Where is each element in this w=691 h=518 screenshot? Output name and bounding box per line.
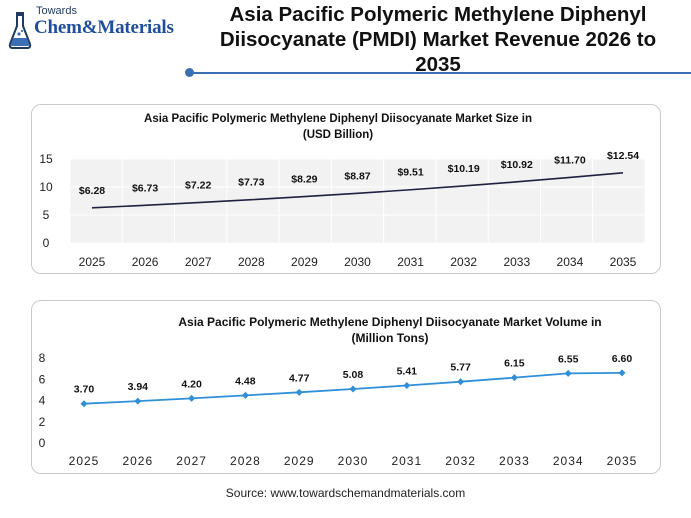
x-tick-label: 2026 xyxy=(122,454,153,468)
market-size-chart: Asia Pacific Polymeric Methylene Dipheny… xyxy=(39,113,646,269)
x-tick-label: 2027 xyxy=(185,255,212,269)
series-line xyxy=(91,171,624,209)
flask-icon xyxy=(8,12,32,49)
x-tick-label: 2033 xyxy=(503,255,530,269)
divider-dot xyxy=(185,68,194,77)
x-tick-label: 2030 xyxy=(344,255,371,269)
x-tick-label: 2027 xyxy=(176,454,207,468)
x-tick-label: 2026 xyxy=(132,255,159,269)
data-label: 6.55 xyxy=(558,353,579,365)
source-note: Source: www.towardschemandmaterials.com xyxy=(225,486,466,500)
data-point xyxy=(349,385,357,393)
chart-title-line: Asia Pacific Polymeric Methylene Dipheny… xyxy=(178,315,601,329)
y-tick-label: 0 xyxy=(43,236,50,250)
plot-background xyxy=(70,159,645,243)
y-tick-label: 5 xyxy=(43,208,50,222)
x-tick-label: 2032 xyxy=(445,454,476,468)
logo: Towards Chem&Materials xyxy=(8,4,193,56)
data-label: 4.20 xyxy=(181,378,202,390)
y-tick-label: 15 xyxy=(39,152,53,166)
data-label: $10.92 xyxy=(501,159,533,171)
data-label: $7.73 xyxy=(238,177,264,189)
x-tick-label: 2035 xyxy=(607,454,638,468)
chart-panel-market-volume: Asia Pacific Polymeric Methylene Dipheny… xyxy=(31,300,661,474)
data-label: $6.28 xyxy=(79,185,105,197)
data-label: $7.22 xyxy=(185,180,211,192)
x-tick-label: 2033 xyxy=(499,454,530,468)
chart-title-line: (USD Billion) xyxy=(303,129,373,141)
chart-panel-market-size: Asia Pacific Polymeric Methylene Dipheny… xyxy=(31,104,661,274)
data-label: 3.70 xyxy=(74,384,95,396)
y-tick-label: 0 xyxy=(39,436,46,450)
x-tick-label: 2029 xyxy=(284,454,315,468)
logo-small-text: Towards xyxy=(36,5,77,17)
y-tick-label: 8 xyxy=(39,351,46,365)
data-label: $12.54 xyxy=(607,150,639,162)
data-point xyxy=(564,369,572,377)
data-label: 6.60 xyxy=(612,353,633,365)
x-tick-label: 2035 xyxy=(610,255,637,269)
data-point xyxy=(403,382,411,390)
x-tick-label: 2025 xyxy=(69,454,100,468)
x-tick-label: 2025 xyxy=(79,255,106,269)
data-label: $11.70 xyxy=(554,154,586,166)
data-point xyxy=(134,397,142,405)
x-tick-label: 2031 xyxy=(397,255,424,269)
x-tick-label: 2034 xyxy=(557,255,584,269)
data-point xyxy=(510,374,518,382)
chart-title-line: Asia Pacific Polymeric Methylene Dipheny… xyxy=(144,113,532,125)
data-label: 4.48 xyxy=(235,375,256,387)
data-point xyxy=(457,378,465,386)
logo-brand-text: Chem&Materials xyxy=(34,17,174,38)
x-tick-label: 2028 xyxy=(238,255,265,269)
title-divider xyxy=(190,72,691,74)
data-label: $10.19 xyxy=(448,163,480,175)
page-title: Asia Pacific Polymeric Methylene Dipheny… xyxy=(219,3,657,76)
data-label: 3.94 xyxy=(128,381,149,393)
data-label: $9.51 xyxy=(397,167,423,179)
y-tick-label: 10 xyxy=(39,180,53,194)
x-tick-label: 2029 xyxy=(291,255,318,269)
y-tick-label: 2 xyxy=(39,415,46,429)
data-label: $6.73 xyxy=(132,182,158,194)
x-tick-label: 2032 xyxy=(450,255,477,269)
data-label: 6.15 xyxy=(504,358,525,370)
y-tick-label: 6 xyxy=(39,372,46,386)
chart-title-line: (Million Tons) xyxy=(351,331,428,345)
data-label: 5.08 xyxy=(343,369,364,381)
data-point xyxy=(188,394,196,402)
data-label: 5.41 xyxy=(397,366,418,378)
data-label: 5.77 xyxy=(450,362,471,374)
x-tick-label: 2028 xyxy=(230,454,261,468)
data-label: $8.29 xyxy=(291,174,317,186)
data-point xyxy=(80,400,88,408)
y-tick-label: 4 xyxy=(39,394,46,408)
data-point xyxy=(295,388,303,396)
data-label: $8.87 xyxy=(344,170,370,182)
data-point xyxy=(618,369,626,377)
x-tick-label: 2030 xyxy=(338,454,369,468)
data-label: 4.77 xyxy=(289,372,310,384)
x-tick-label: 2034 xyxy=(553,454,584,468)
data-point xyxy=(241,391,249,399)
market-volume-chart: Asia Pacific Polymeric Methylene Dipheny… xyxy=(39,315,638,468)
x-tick-label: 2031 xyxy=(391,454,422,468)
